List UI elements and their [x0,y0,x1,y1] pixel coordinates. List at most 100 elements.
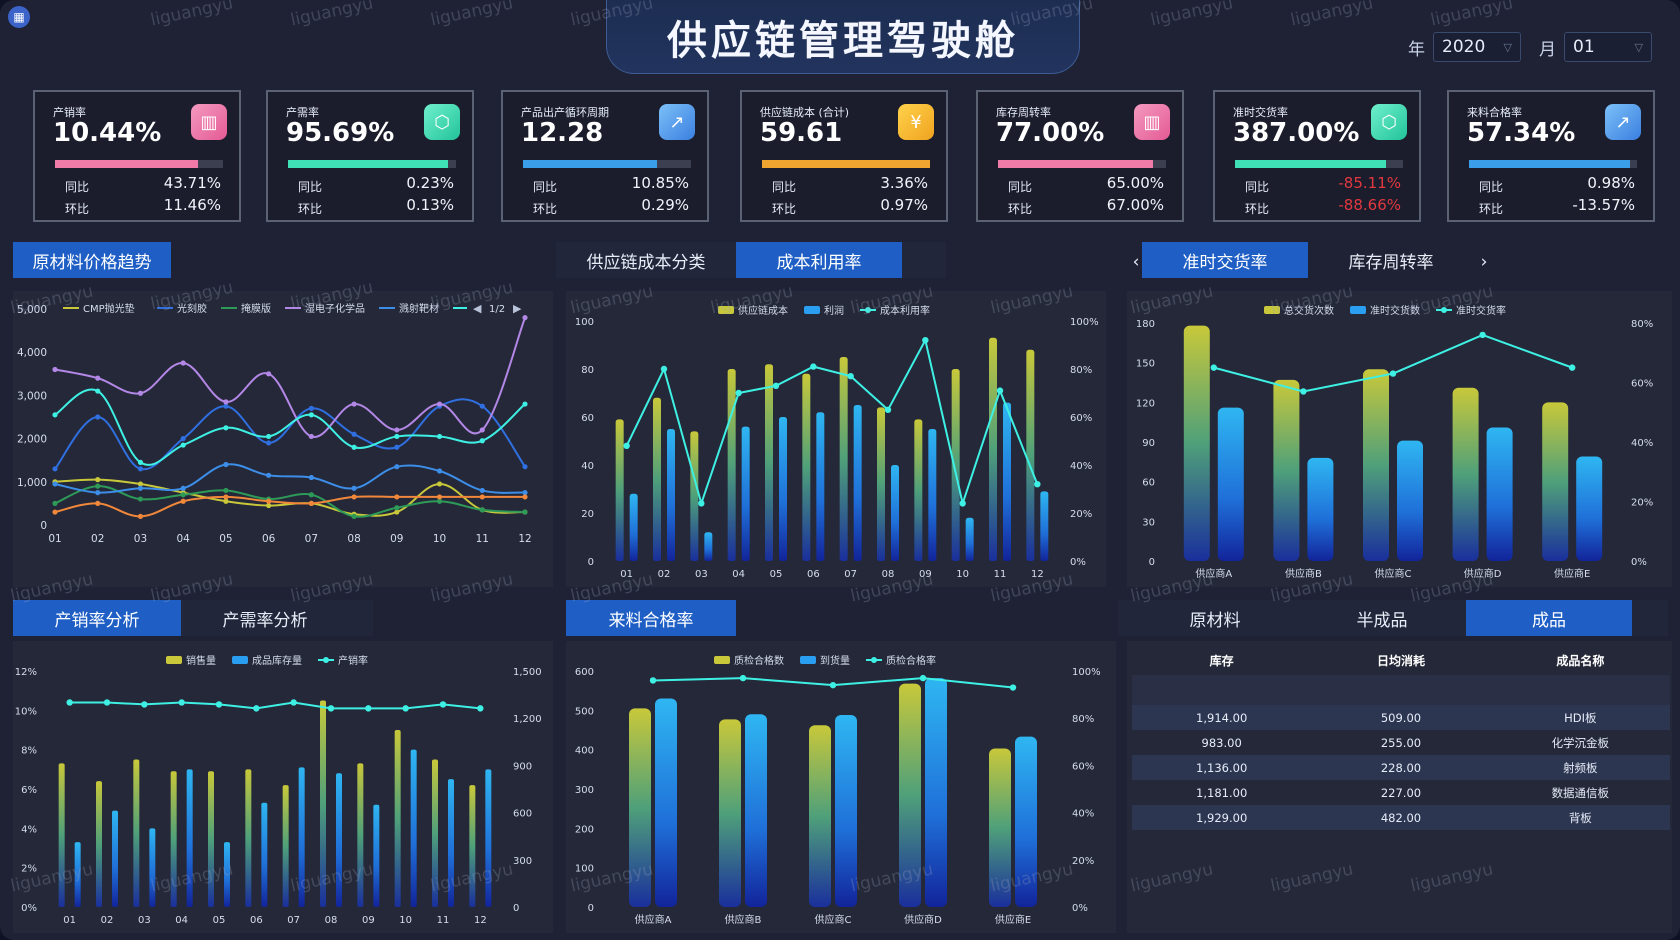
bar-secondary [629,493,638,561]
data-point [479,507,485,513]
data-point [180,485,186,491]
y2-tick-label: 80% [1070,365,1092,376]
sales-rate-panel: 销售量 成品库存量 产销率 0% 2% 4% 6% 8% 10% 12% 0 300 600 900 1,2… [13,641,553,933]
y-tick-label: 200 [575,824,594,835]
data-point [137,496,144,502]
data-point [308,412,314,418]
data-point [180,442,186,448]
data-point [52,500,58,506]
bar-primary [58,763,65,907]
table-cell: HDI板 [1564,710,1597,725]
legend-swatch [800,656,816,664]
y-tick-label: 0 [588,557,594,568]
data-point [52,412,58,418]
x-tick-label: 10 [399,915,412,926]
data-point [52,466,58,472]
y-tick-label: 180 [1136,319,1155,330]
month-select[interactable]: 01 ▽ [1564,32,1652,62]
tab-demand-rate[interactable]: 产需率分析 [222,610,308,631]
data-point [308,492,314,498]
y2-tick-label: 0 [513,903,519,914]
x-tick-label: 05 [770,569,783,580]
bar-primary [133,759,140,907]
ontime-chart: 总交货次数 准时交货数 准时交货率 0 30 60 90 120 150 180 0% 20% 40% 6… [1136,304,1653,580]
x-tick-label: 06 [250,915,263,926]
tab-raw-price[interactable]: 原材料价格趋势 [13,242,171,278]
kpi-label: 来料合格率 [1467,106,1522,119]
yoy-label: 同比 [1008,180,1033,194]
tab-cost-category[interactable]: 供应链成本分类 [586,252,706,273]
y-tick-label: 0 [1149,557,1155,568]
yoy-value: 10.85% [631,174,689,192]
bar-primary [727,369,736,561]
tab-inventory-turn[interactable]: 库存周转率 [1348,252,1434,273]
watermark-text: liguangyu [1288,0,1376,31]
bar-secondary [928,429,937,561]
data-point [180,492,186,498]
tab-semi-finished[interactable]: 半成品 [1356,610,1408,631]
kpi-value: 95.69% [286,118,395,148]
legend-swatch [865,307,871,313]
kpi-progress-bar [1469,160,1637,168]
y2-tick-label: 80% [1072,714,1094,725]
x-tick-label: 12 [474,915,487,926]
data-point [1479,331,1486,339]
table-cell: 482.00 [1380,810,1422,825]
legend-swatch [804,306,820,314]
data-point [351,494,357,500]
y2-tick-label: 20% [1070,509,1092,520]
tab-raw-material[interactable]: 原材料 [1189,610,1241,631]
tab-ontime[interactable]: 准时交货率 [1142,242,1308,278]
x-tick-label: 供应商D [1464,567,1502,580]
data-point [95,483,101,489]
tab-sales-rate[interactable]: 产销率分析 [13,600,181,636]
y-tick-label: 0 [588,903,594,914]
kpi-label: 库存周转率 [996,106,1051,119]
raw-price-chart: CMP抛光垫 光刻胶 掩膜版 湿电子化学品 溅射靶材 ◀ 1/2 ▶ 0 1,000 2,000 3,… [17,302,532,545]
month-label: 月 [1539,39,1556,60]
data-point [1034,481,1041,488]
kpi-label: 产需率 [286,106,319,119]
data-point [698,500,705,507]
data-point [479,487,485,494]
year-select[interactable]: 2020 ▽ [1433,32,1521,62]
data-point [365,705,372,712]
bar-secondary [485,769,492,907]
x-tick-label: 06 [807,569,820,580]
data-point [522,401,528,407]
series-line [69,701,481,710]
kpi-label: 产销率 [53,106,86,119]
legend-label: 成品库存量 [252,654,302,667]
tab-incoming-quality[interactable]: 来料合格率 [566,600,736,636]
bar-primary [989,748,1011,907]
data-point [137,459,144,465]
bar-primary [914,419,923,561]
bar-primary [1273,379,1300,561]
grid-icon[interactable]: ▦ [8,6,30,28]
x-tick-label: 03 [138,915,151,926]
table-cell: 255.00 [1380,735,1422,750]
data-point [253,705,260,712]
x-tick-label: 06 [262,533,276,545]
y-tick-label: 2,000 [17,434,47,446]
kpi-progress-bar [1235,160,1403,168]
bar-secondary [925,678,947,907]
tab-cost-util[interactable]: 成本利用率 [736,242,902,278]
kpi-value: 57.34% [1467,118,1576,148]
bar-secondary [704,532,713,561]
data-point [996,387,1004,394]
data-point [52,366,58,373]
tab-finished[interactable]: 成品 [1466,600,1632,636]
tab-next-arrow[interactable]: › [1480,252,1488,272]
data-point [394,505,400,511]
data-point [290,699,297,706]
legend-label: CMP抛光垫 [83,302,135,315]
legend-label: 准时交货数 [1370,304,1420,317]
data-point [1300,388,1307,395]
trend-chart-icon: ↗ [659,104,695,140]
x-tick-label: 08 [882,569,895,580]
tab-prev-arrow[interactable]: ‹ [1132,252,1140,272]
data-point [66,699,73,706]
bar-primary [899,683,921,907]
data-point [95,375,101,381]
